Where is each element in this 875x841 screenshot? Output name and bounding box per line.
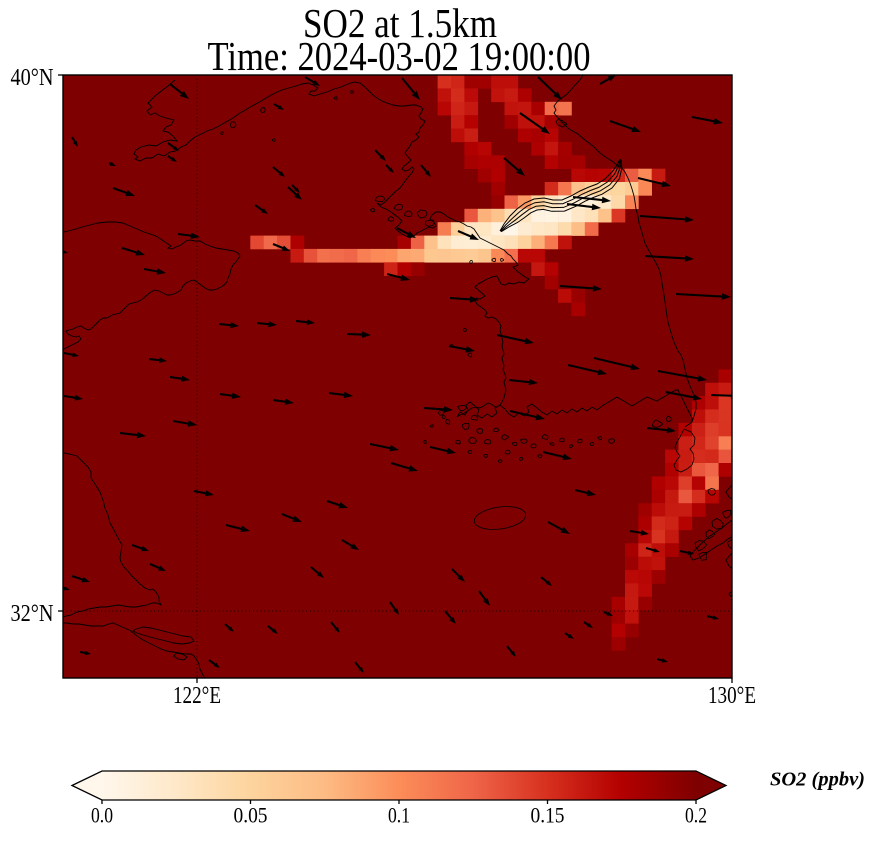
svg-text:130°E: 130°E bbox=[708, 683, 756, 709]
svg-text:122°E: 122°E bbox=[173, 683, 221, 709]
svg-text:0.0: 0.0 bbox=[91, 803, 113, 828]
svg-text:SO2 (ppbv): SO2 (ppbv) bbox=[770, 770, 865, 791]
svg-text:Time: 2024-03-02 19:00:00: Time: 2024-03-02 19:00:00 bbox=[208, 33, 591, 79]
svg-text:0.2: 0.2 bbox=[685, 803, 707, 828]
svg-text:32°N: 32°N bbox=[11, 601, 54, 627]
svg-text:0.15: 0.15 bbox=[531, 803, 565, 828]
svg-text:SO2 at 1.5km: SO2 at 1.5km bbox=[303, 0, 497, 46]
svg-text:0.05: 0.05 bbox=[234, 803, 268, 828]
svg-text:40°N: 40°N bbox=[11, 65, 54, 91]
svg-text:0.1: 0.1 bbox=[388, 803, 410, 828]
